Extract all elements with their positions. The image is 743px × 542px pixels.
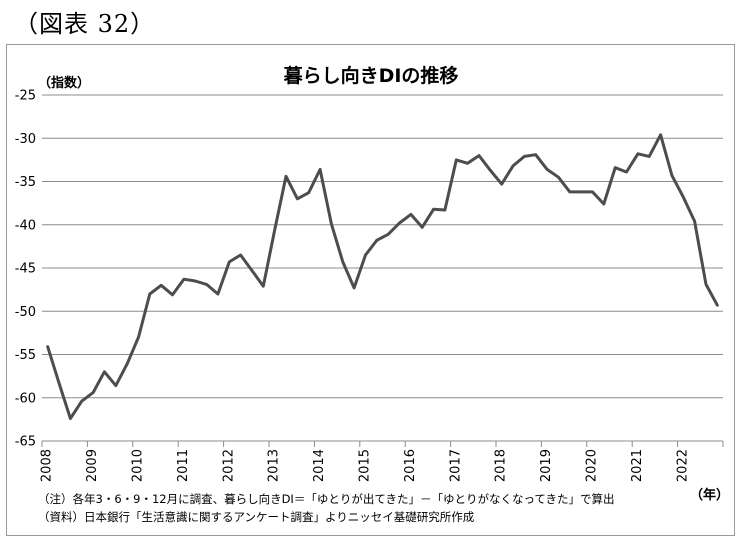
data-point (364, 254, 367, 257)
data-point (375, 239, 378, 242)
data-point (205, 283, 208, 286)
x-tick-label: 2017 (448, 449, 463, 482)
data-point (285, 175, 288, 178)
data-point (216, 293, 219, 296)
data-point (421, 226, 424, 229)
gridlines (42, 94, 723, 442)
x-axis-unit-label: （年） (690, 487, 729, 503)
x-tick-label: 2009 (85, 449, 100, 482)
series-layer (46, 133, 719, 420)
data-point (80, 400, 83, 403)
data-point (341, 260, 344, 263)
data-point (489, 169, 492, 172)
data-point (534, 153, 537, 156)
data-point (523, 155, 526, 158)
data-point (69, 417, 72, 420)
data-point (591, 190, 594, 193)
data-point (58, 382, 61, 385)
data-point (262, 285, 265, 288)
data-point (148, 293, 151, 296)
data-point (455, 158, 458, 161)
data-point (387, 233, 390, 236)
y-axis-ticks: -25 -30 -35 -40 -45 -50 -55 -60 -65 (15, 89, 36, 450)
chart-frame (6, 44, 735, 536)
data-point (171, 293, 174, 296)
data-point (546, 168, 549, 171)
data-point (126, 363, 129, 366)
data-point (580, 190, 583, 193)
data-point (432, 208, 435, 211)
data-point (251, 269, 254, 272)
data-point (602, 203, 605, 206)
data-point (114, 384, 117, 387)
data-point (137, 336, 140, 339)
data-point (443, 209, 446, 212)
x-tick-label: 2010 (130, 449, 145, 482)
data-point (693, 220, 696, 223)
data-point (296, 197, 299, 200)
data-point (500, 183, 503, 186)
data-point (194, 280, 197, 283)
data-point (273, 228, 276, 231)
x-tick-label: 2008 (40, 449, 55, 482)
y-tick-label: -65 (15, 435, 36, 450)
x-tick-label: 2011 (176, 449, 191, 482)
source-line: （資料）日本銀行「生活意識に関するアンケート調査」よりニッセイ基礎研究所作成 (38, 510, 475, 524)
y-tick-label: -60 (15, 391, 36, 406)
data-point (160, 284, 163, 287)
data-point (353, 286, 356, 289)
data-point (614, 166, 617, 169)
data-point (557, 176, 560, 179)
x-tick-label: 2015 (357, 449, 372, 482)
x-axis-ticks: 2008 2009 2010 2011 2012 2013 2014 2015 2016 2017… (40, 441, 724, 482)
y-tick-label: -40 (15, 218, 36, 233)
data-point (478, 154, 481, 157)
data-point (330, 222, 333, 225)
y-tick-label: -45 (15, 262, 36, 277)
y-tick-label: -50 (15, 305, 36, 320)
data-point (568, 190, 571, 193)
data-point (512, 164, 515, 167)
data-point (636, 152, 639, 155)
x-tick-label: 2014 (312, 449, 327, 482)
figure-label: （図表 32） (14, 10, 156, 38)
x-tick-label: 2018 (494, 449, 509, 482)
data-point (182, 278, 185, 281)
data-point (648, 155, 651, 158)
x-tick-label: 2016 (403, 449, 418, 482)
x-tick-label: 2021 (630, 449, 645, 482)
y-tick-label: -35 (15, 175, 36, 190)
y-tick-label: -55 (15, 348, 36, 363)
data-point (319, 168, 322, 171)
series-line (46, 133, 719, 420)
data-point (466, 162, 469, 165)
x-tick-label: 2019 (539, 449, 554, 482)
data-point (670, 174, 673, 177)
y-tick-label: -25 (15, 89, 36, 104)
data-point (307, 191, 310, 194)
data-point (716, 304, 719, 307)
data-point (625, 171, 628, 174)
data-point (228, 260, 231, 263)
chart-title: 暮らし向きDIの推移 (283, 64, 459, 87)
data-point (239, 254, 242, 257)
data-point (659, 133, 662, 136)
data-point (682, 196, 685, 199)
x-tick-label: 2022 (675, 449, 690, 482)
data-point (398, 222, 401, 225)
data-point (103, 370, 106, 373)
x-tick-label: 2013 (267, 449, 282, 482)
note-line: （注）各年3・6・9・12月に調査、暮らし向きDI＝「ゆとりが出てきた」－「ゆと… (38, 492, 615, 506)
data-point (409, 213, 412, 216)
data-point (46, 345, 49, 348)
data-point (705, 283, 708, 286)
x-tick-label: 2012 (221, 449, 236, 482)
y-tick-label: -30 (15, 132, 36, 147)
y-axis-unit-label: （指数） (38, 75, 90, 91)
x-tick-label: 2020 (584, 449, 599, 482)
data-point (92, 391, 95, 394)
